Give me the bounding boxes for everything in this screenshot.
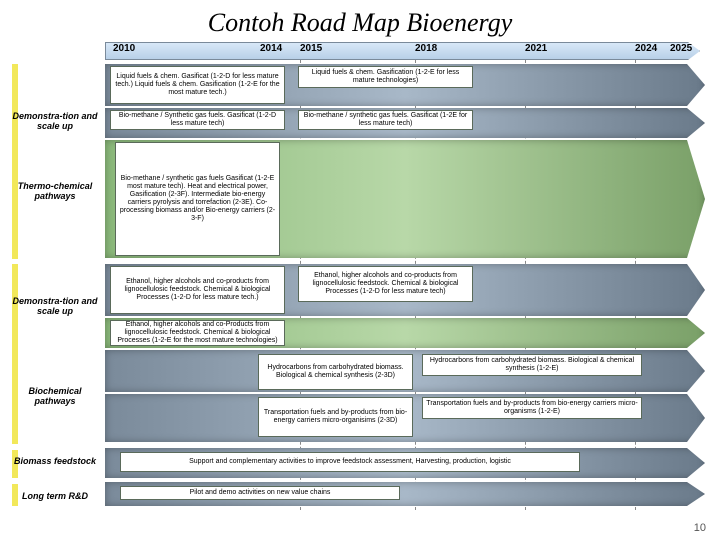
content-box: Hydrocarbons from carbohydrated biomass.… <box>258 354 413 390</box>
content-box: Transportation fuels and by-products fro… <box>422 397 642 419</box>
row-label: Demonstra-tion and scale up <box>10 112 100 132</box>
row-label: Biochemical pathways <box>10 387 100 407</box>
content-box: Pilot and demo activities on new value c… <box>120 486 400 500</box>
timeline: 2010 2014 2015 2018 2021 2024 2025 <box>105 42 710 60</box>
row-label: Biomass feedstock <box>10 457 100 467</box>
content-box: Support and complementary activities to … <box>120 452 580 472</box>
year-label: 2015 <box>300 43 322 54</box>
content-box: Liquid fuels & chem. Gasification (1-2-E… <box>298 66 473 88</box>
year-label: 2018 <box>415 43 437 54</box>
row-label: Demonstra-tion and scale up <box>10 297 100 317</box>
content-box: Hydrocarbons from carbohydrated biomass.… <box>422 354 642 376</box>
row-label: Long term R&D <box>10 492 100 502</box>
year-label: 2014 <box>260 43 282 54</box>
row-label: Thermo-chemical pathways <box>10 182 100 202</box>
content-box: Ethanol, higher alcohols and co-products… <box>298 266 473 302</box>
year-label: 2021 <box>525 43 547 54</box>
yellow-bar <box>12 64 18 259</box>
year-label: 2024 <box>635 43 657 54</box>
content-box: Ethanol, higher alcohols and co-Products… <box>110 320 285 346</box>
roadmap-chart: 2010 2014 2015 2018 2021 2024 2025 Demon… <box>10 42 710 517</box>
content-box: Bio-methane / synthetic gas fuels. Gasif… <box>298 110 473 130</box>
year-label: 2010 <box>113 43 135 54</box>
content-box: Bio-methane / synthetic gas fuels Gasifi… <box>115 142 280 256</box>
content-box: Liquid fuels & chem. Gasificat (1-2-D fo… <box>110 66 285 104</box>
page-title: Contoh Road Map Bioenergy <box>0 0 720 42</box>
timeline-arrow <box>105 42 700 60</box>
yellow-bar <box>12 264 18 444</box>
content-box: Transportation fuels and by-products fro… <box>258 397 413 437</box>
year-label: 2025 <box>670 43 692 54</box>
page-number: 10 <box>694 522 706 534</box>
content-box: Ethanol, higher alcohols and co-products… <box>110 266 285 314</box>
content-box: Bio-methane / Synthetic gas fuels. Gasif… <box>110 110 285 130</box>
